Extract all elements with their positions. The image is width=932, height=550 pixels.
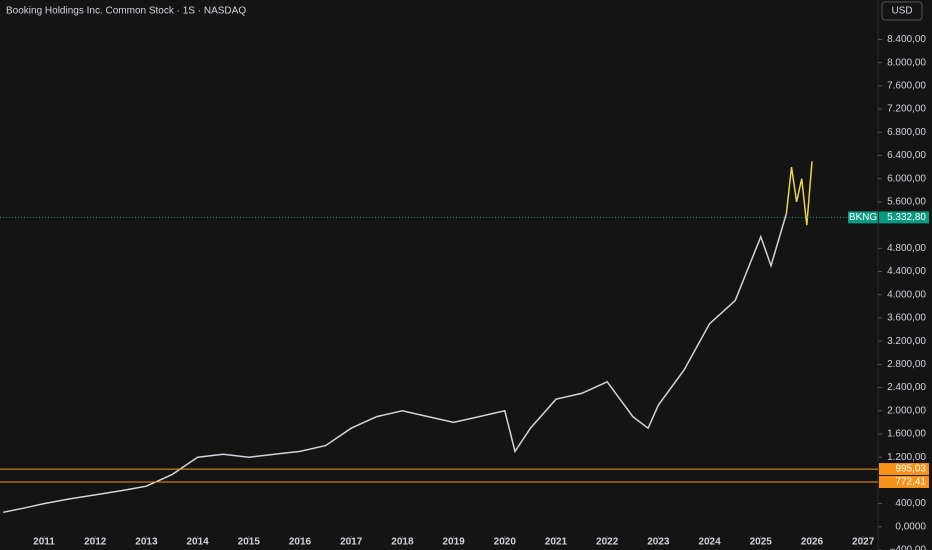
chart-title: Booking Holdings Inc. Common Stock · 1S …	[6, 6, 246, 17]
x-tick-label: 2022	[596, 537, 619, 548]
price-label-box	[879, 463, 929, 476]
y-tick-label: 2.800,00	[887, 359, 926, 370]
y-tick-label: 1.200,00	[887, 452, 926, 463]
x-tick-label: 2026	[801, 537, 824, 548]
y-tick-label: 3.600,00	[887, 313, 926, 324]
x-tick-label: 2017	[340, 537, 363, 548]
x-tick-label: 2015	[238, 537, 261, 548]
y-tick-label: 4.000,00	[887, 289, 926, 300]
x-tick-label: 2012	[84, 537, 107, 548]
y-tick-label: 6.400,00	[887, 150, 926, 161]
y-tick-label: 4.800,00	[887, 243, 926, 254]
x-tick-label: 2027	[852, 537, 875, 548]
y-tick-label: 2.000,00	[887, 405, 926, 416]
price-line	[785, 161, 813, 226]
y-tick-label: 5.600,00	[887, 197, 926, 208]
price-label: 5.332,80	[887, 212, 926, 223]
x-tick-label: 2014	[186, 537, 209, 548]
currency-box[interactable]	[881, 1, 923, 21]
y-tick-label: 7.200,00	[887, 104, 926, 115]
y-tick-label: 1.600,00	[887, 429, 926, 440]
y-tick-label: 8.000,00	[887, 57, 926, 68]
x-tick-label: 2020	[494, 537, 517, 548]
y-tick-label: 6.000,00	[887, 173, 926, 184]
symbol-label: BKNG	[849, 212, 878, 223]
x-tick-label: 2011	[33, 537, 55, 548]
y-tick-label: 0,0000	[895, 521, 926, 532]
x-tick-label: 2018	[391, 537, 414, 548]
y-tick-label: 6.800,00	[887, 127, 926, 138]
y-tick-label: 4.400,00	[887, 266, 926, 277]
x-tick-label: 2021	[545, 537, 568, 548]
y-tick-label: 7.600,00	[887, 81, 926, 92]
price-label: 772,41	[895, 477, 926, 488]
x-tick-label: 2023	[647, 537, 670, 548]
y-tick-label: 2.400,00	[887, 382, 926, 393]
price-label-box	[879, 475, 929, 488]
y-tick-label: 8.400,00	[887, 34, 926, 45]
price-line	[2, 213, 788, 514]
y-tick-label: −400,00	[890, 545, 927, 550]
price-label-box	[879, 211, 929, 224]
x-tick-label: 2025	[750, 537, 773, 548]
x-tick-label: 2024	[698, 537, 721, 548]
symbol-box	[848, 211, 878, 224]
x-tick-label: 2019	[442, 537, 465, 548]
x-tick-label: 2013	[135, 537, 158, 548]
price-label: 995,03	[895, 464, 926, 475]
y-tick-label: 3.200,00	[887, 336, 926, 347]
x-tick-label: 2016	[289, 537, 312, 548]
currency[interactable]: USD	[891, 6, 912, 17]
y-tick-label: 400,00	[895, 498, 926, 509]
